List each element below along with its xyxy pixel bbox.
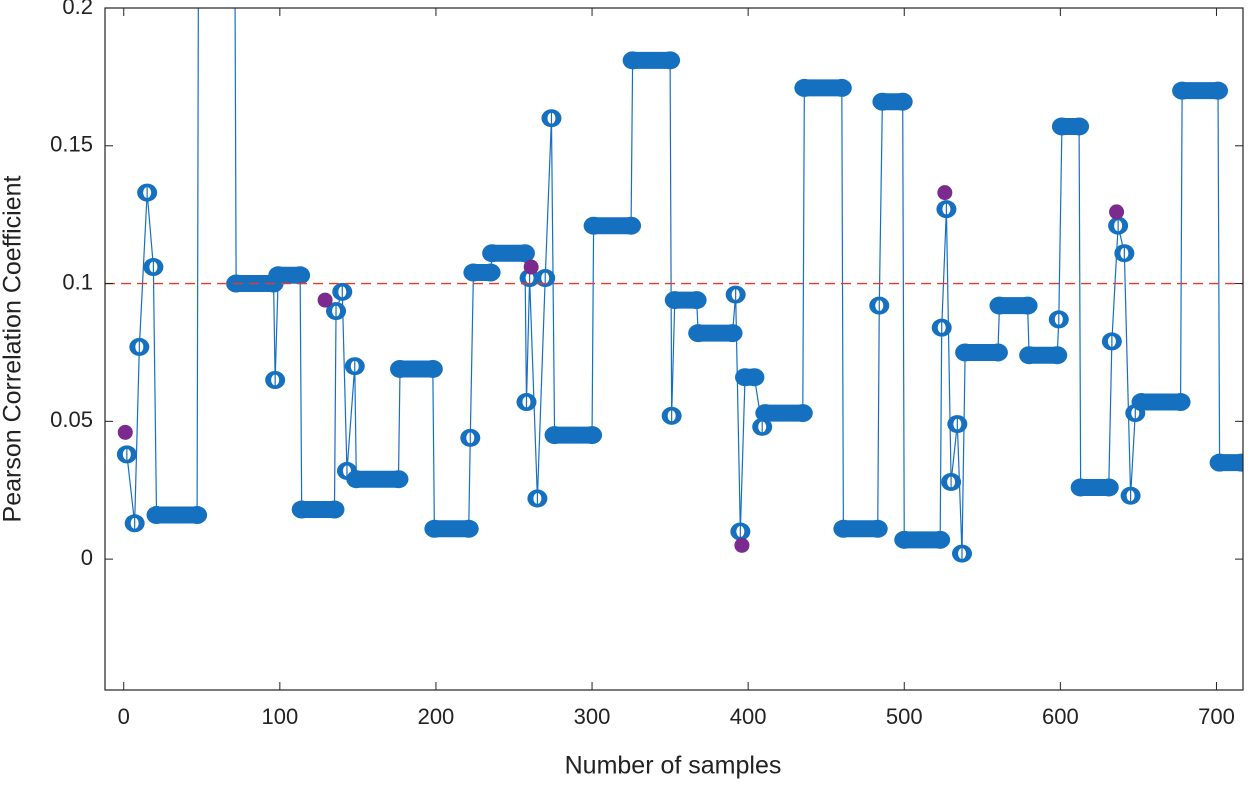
plot-area	[105, 8, 1243, 563]
marker	[752, 417, 773, 436]
marker	[1101, 332, 1122, 351]
marker	[516, 393, 537, 412]
scatter-point	[523, 259, 539, 275]
y-axis-label: Pearson Correlation Coefficient	[0, 175, 27, 522]
marker	[952, 544, 973, 563]
marker	[460, 428, 481, 447]
marker	[535, 269, 556, 288]
marker	[527, 489, 548, 508]
marker	[1108, 216, 1129, 235]
marker	[344, 357, 365, 376]
scatter-point	[1109, 204, 1125, 220]
scatter-point	[117, 424, 133, 440]
marker	[116, 445, 137, 464]
scatter-point	[937, 185, 953, 201]
marker	[265, 371, 286, 389]
x-tick-label: 100	[261, 704, 298, 729]
marker	[332, 282, 353, 301]
marker	[730, 522, 751, 541]
x-tick-label: 0	[118, 704, 130, 729]
marker	[936, 200, 957, 219]
marker	[124, 514, 145, 533]
marker	[326, 302, 347, 321]
marker	[129, 337, 150, 356]
x-tick-label: 200	[418, 704, 455, 729]
x-tick-label: 300	[574, 704, 611, 729]
marker	[941, 472, 962, 491]
x-tick-label: 600	[1042, 704, 1079, 729]
marker	[137, 183, 158, 202]
scatter-point	[734, 537, 750, 553]
marker	[931, 318, 952, 337]
marker	[1120, 486, 1141, 505]
x-tick-label: 500	[886, 704, 923, 729]
x-tick-label: 400	[730, 704, 767, 729]
marker	[725, 285, 746, 304]
marker	[541, 109, 562, 128]
y-tick-label: 0.2	[62, 0, 93, 19]
marker	[947, 415, 968, 434]
marker	[1048, 310, 1069, 329]
y-tick-label: 0.1	[62, 269, 93, 294]
marker	[143, 258, 164, 277]
marker	[869, 296, 890, 315]
x-axis-label: Number of samples	[565, 752, 782, 780]
marker	[1114, 244, 1135, 263]
axes-box	[104, 7, 1244, 691]
y-tick-label: 0.05	[50, 407, 93, 432]
scatter-point	[317, 292, 333, 308]
y-tick-label: 0	[81, 545, 93, 570]
y-tick-label: 0.15	[50, 132, 93, 157]
marker	[661, 406, 682, 425]
x-tick-label: 700	[1198, 704, 1235, 729]
